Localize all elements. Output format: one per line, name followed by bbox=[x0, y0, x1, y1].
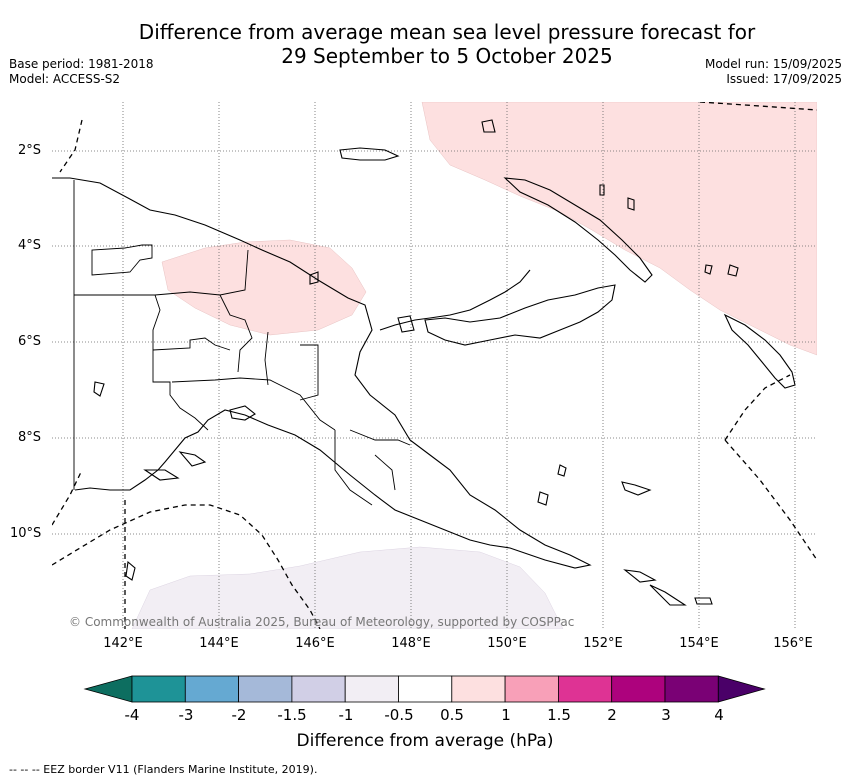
colorbar-arrow-low bbox=[83, 675, 133, 703]
map-title: Difference from average mean sea level p… bbox=[100, 20, 794, 68]
lon-label-156e: 156°E bbox=[773, 636, 813, 651]
colorbar-tick-label: 1.5 bbox=[547, 706, 571, 724]
meta-left: Base period: 1981-2018 Model: ACCESS-S2 bbox=[9, 57, 154, 87]
colorbar-tick-label: 1 bbox=[501, 706, 511, 724]
colorbar-tick-label: -2 bbox=[231, 706, 247, 724]
copyright-notice: © Commonwealth of Australia 2025, Bureau… bbox=[69, 615, 575, 629]
graticule bbox=[52, 102, 817, 629]
colorbar-tick-label: -3 bbox=[178, 706, 194, 724]
colorbar-tick-label: 4 bbox=[714, 706, 724, 724]
coastlines bbox=[52, 119, 796, 606]
colorbar-tick-label: 0.5 bbox=[440, 706, 464, 724]
colorbar-segment bbox=[611, 675, 666, 703]
manus-coast bbox=[339, 147, 400, 161]
model-name: Model: ACCESS-S2 bbox=[9, 72, 121, 86]
colorbar-segment bbox=[451, 675, 506, 703]
lon-label-146e: 146°E bbox=[295, 636, 335, 651]
lat-label-8s: 8°S bbox=[18, 430, 42, 445]
eez-footnote: -- -- -- EEZ border V11 (Flanders Marine… bbox=[9, 763, 318, 776]
colorbar-tick-label: -1.5 bbox=[277, 706, 307, 724]
colorbar-segment bbox=[664, 675, 719, 703]
positive-anomaly-area-west bbox=[161, 239, 367, 336]
negative-anomaly-area-south bbox=[131, 546, 564, 629]
colorbar-tick-label: 2 bbox=[607, 706, 617, 724]
colorbar-segment bbox=[504, 675, 559, 703]
lat-label-10s: 10°S bbox=[10, 526, 42, 541]
lon-label-154e: 154°E bbox=[679, 636, 719, 651]
colorbar-tick-label: -4 bbox=[124, 706, 140, 724]
lon-label-152e: 152°E bbox=[583, 636, 623, 651]
colorbar-arrow-high bbox=[717, 675, 766, 703]
bougainville-coast bbox=[723, 313, 796, 389]
lat-label-2s: 2°S bbox=[18, 143, 42, 158]
colorbar-segment bbox=[344, 675, 399, 703]
colorbar-segment bbox=[184, 675, 240, 703]
lat-label-4s: 4°S bbox=[18, 238, 42, 253]
colorbar-tick-label: -0.5 bbox=[384, 706, 414, 724]
issued-date: Issued: 17/09/2025 bbox=[726, 72, 842, 86]
colorbar-segment bbox=[398, 675, 453, 703]
new-guinea-coast bbox=[52, 177, 592, 569]
positive-anomaly-area-east bbox=[421, 102, 817, 356]
lon-label-150e: 150°E bbox=[487, 636, 527, 651]
admin-borders bbox=[73, 180, 411, 506]
title-line-1: Difference from average mean sea level p… bbox=[138, 20, 756, 44]
lat-label-6s: 6°S bbox=[18, 334, 42, 349]
lon-label-148e: 148°E bbox=[391, 636, 431, 651]
colorbar-segment bbox=[238, 675, 293, 703]
lon-label-142e: 142°E bbox=[103, 636, 143, 651]
colorbar-tick-label: -1 bbox=[338, 706, 354, 724]
colorbar-segment bbox=[558, 675, 613, 703]
base-period: Base period: 1981-2018 bbox=[9, 57, 154, 71]
eez-borders bbox=[52, 102, 817, 629]
colorbar-segment bbox=[131, 675, 186, 703]
colorbar-title: Difference from average (hPa) bbox=[296, 731, 554, 751]
lon-label-144e: 144°E bbox=[199, 636, 239, 651]
meta-right: Model run: 15/09/2025 Issued: 17/09/2025 bbox=[705, 57, 842, 87]
model-run: Model run: 15/09/2025 bbox=[704, 57, 842, 71]
title-line-2: 29 September to 5 October 2025 bbox=[281, 44, 613, 68]
new-ireland-coast bbox=[503, 177, 653, 283]
new-britain-coast bbox=[424, 284, 616, 346]
colorbar-tick-label: 3 bbox=[661, 706, 671, 724]
colorbar-segment bbox=[291, 675, 346, 703]
